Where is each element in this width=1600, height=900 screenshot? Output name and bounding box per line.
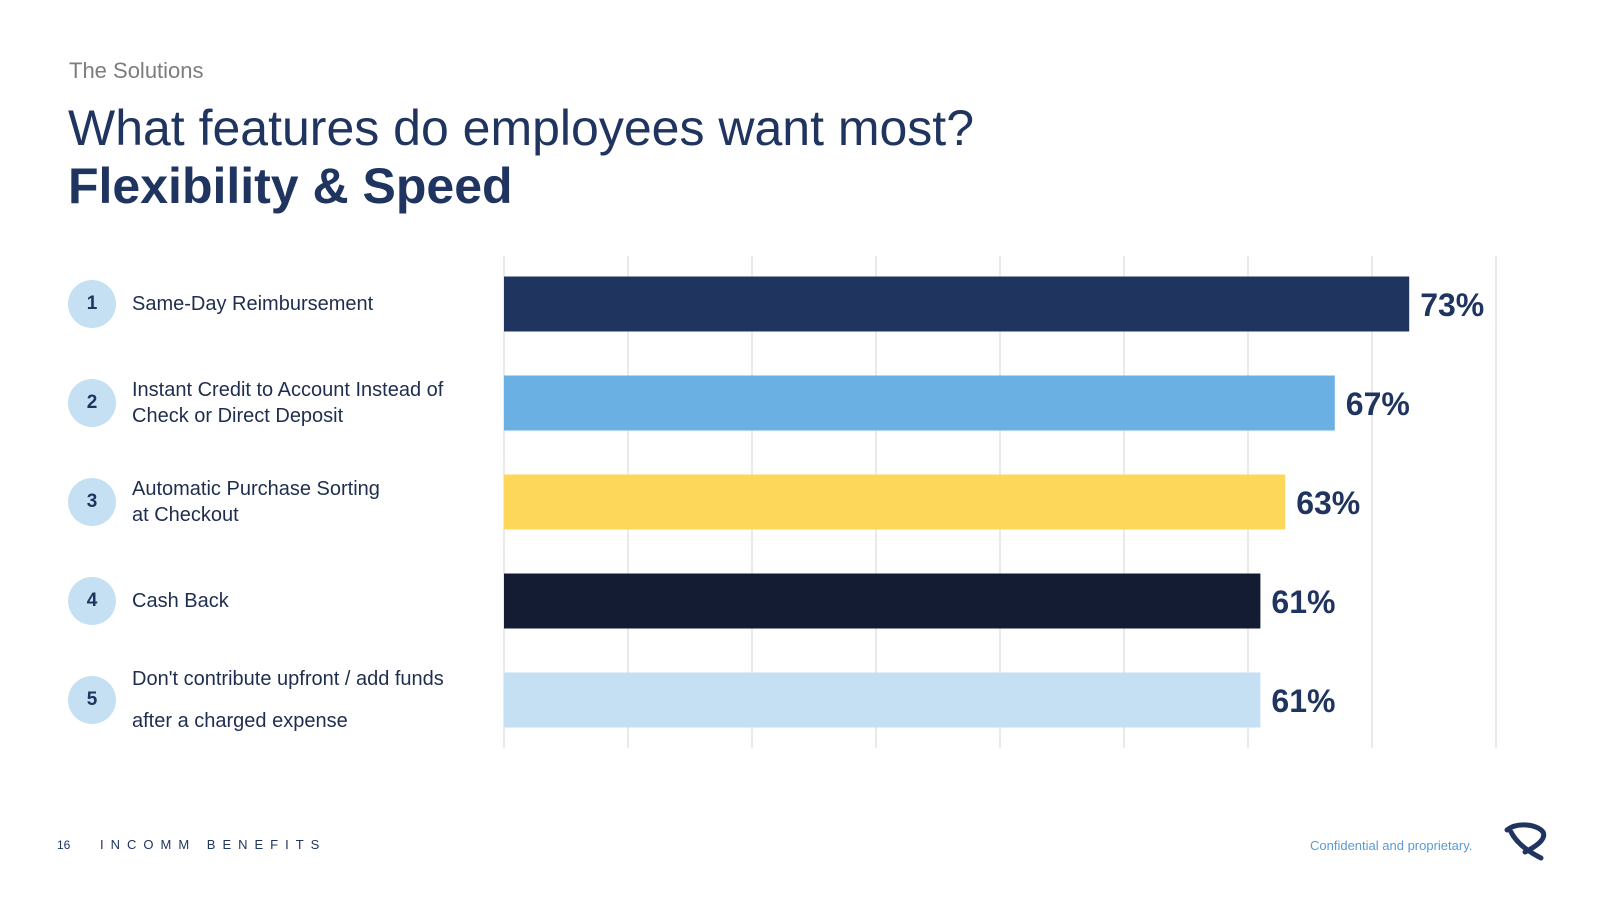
bar [504,573,1261,629]
data-label: 61% [1271,584,1335,620]
bar [504,672,1261,728]
page-title: What features do employees want most? [68,100,975,156]
data-label: 73% [1420,287,1484,323]
bar [504,276,1410,332]
category-label: Same-Day Reimbursement [132,293,374,315]
section-eyebrow: The Solutions [69,58,204,83]
category-row: 5 Don't contribute upfront / add funds aft… [68,668,482,732]
rank-badge: 1 [68,280,116,328]
footer-brand: INCOMM BENEFITS [100,837,327,852]
data-label: 63% [1296,485,1360,521]
page-subtitle: Flexibility & Speed [68,158,513,214]
rank-badge: 3 [68,478,116,526]
category-label: Don't contribute upfront / add funds afte… [132,668,444,732]
category-row: 3 Automatic Purchase Sorting at Checkout [68,478,482,526]
rank-badge: 4 [68,577,116,625]
data-label: 61% [1271,683,1335,719]
rank-badge: 2 [68,379,116,427]
category-row: 2 Instant Credit to Account Instead of Che… [68,379,482,427]
data-label: 67% [1346,386,1410,422]
page-number: 16 [57,838,71,852]
rank-badge: 5 [68,676,116,724]
category-label: Cash Back [132,590,229,612]
category-label: Instant Credit to Account Instead of Chec… [132,379,444,427]
category-label: Automatic Purchase Sorting at Checkout [132,478,380,526]
bar [504,474,1286,530]
category-row: 1 Same-Day Reimbursement [68,280,482,328]
bar [504,375,1335,431]
confidential-notice: Confidential and proprietary. [1310,838,1473,853]
category-row: 4 Cash Back [68,577,482,625]
incomm-logo-icon [1504,822,1547,861]
